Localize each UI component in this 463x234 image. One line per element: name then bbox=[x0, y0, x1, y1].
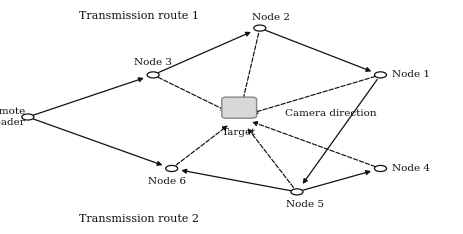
Circle shape bbox=[147, 72, 159, 78]
Text: Transmission route 2: Transmission route 2 bbox=[79, 214, 199, 224]
Circle shape bbox=[374, 165, 386, 172]
Text: Node 3: Node 3 bbox=[134, 58, 172, 66]
Circle shape bbox=[165, 165, 177, 172]
Circle shape bbox=[374, 72, 386, 78]
Text: Node 4: Node 4 bbox=[391, 164, 429, 173]
Text: Camera direction: Camera direction bbox=[285, 109, 376, 118]
Circle shape bbox=[22, 114, 34, 120]
Text: Node 6: Node 6 bbox=[148, 177, 186, 186]
Text: Node 2: Node 2 bbox=[252, 13, 290, 22]
Text: Target: Target bbox=[221, 128, 256, 136]
Text: Remote
header: Remote header bbox=[0, 107, 25, 127]
Text: Transmission route 1: Transmission route 1 bbox=[79, 11, 199, 21]
Circle shape bbox=[253, 25, 265, 31]
Circle shape bbox=[290, 189, 302, 195]
Text: Node 1: Node 1 bbox=[391, 70, 429, 79]
Text: Node 5: Node 5 bbox=[286, 200, 324, 209]
FancyBboxPatch shape bbox=[221, 97, 256, 118]
